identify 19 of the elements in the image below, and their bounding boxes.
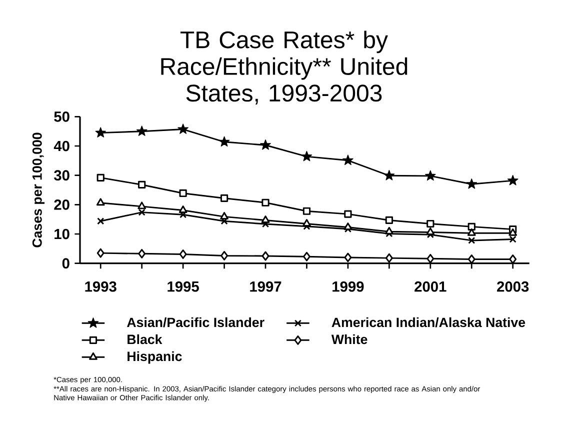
y-tick-label: 0 — [62, 258, 70, 269]
x-tick-label: 2001 — [414, 281, 446, 292]
y-tick-label: 30 — [54, 170, 70, 181]
x-tick-label: 2003 — [497, 281, 529, 292]
y-tick-label: 40 — [54, 140, 70, 152]
legend-label: American Indian/Alaska Native — [332, 317, 526, 328]
y-axis-title: Cases per 100,000 — [32, 132, 44, 248]
y-tick-label: 50 — [54, 112, 70, 122]
x-tick-label: 1993 — [85, 281, 116, 292]
legend-label: White — [331, 334, 368, 344]
legend-label: Asian/Pacific Islander — [127, 317, 264, 328]
legend-label: Black — [128, 334, 162, 344]
x-tick-label: 1995 — [168, 281, 199, 292]
x-tick-label: 1999 — [332, 281, 364, 292]
x-tick-label: 1997 — [250, 281, 282, 292]
y-tick-label: 10 — [54, 228, 70, 240]
chart-title: TB Case Rates* by Race/Ethnicity** United States, 1993-2003 — [161, 30, 408, 105]
y-tick-label: 20 — [54, 199, 70, 210]
legend-label: Hispanic — [128, 351, 182, 364]
